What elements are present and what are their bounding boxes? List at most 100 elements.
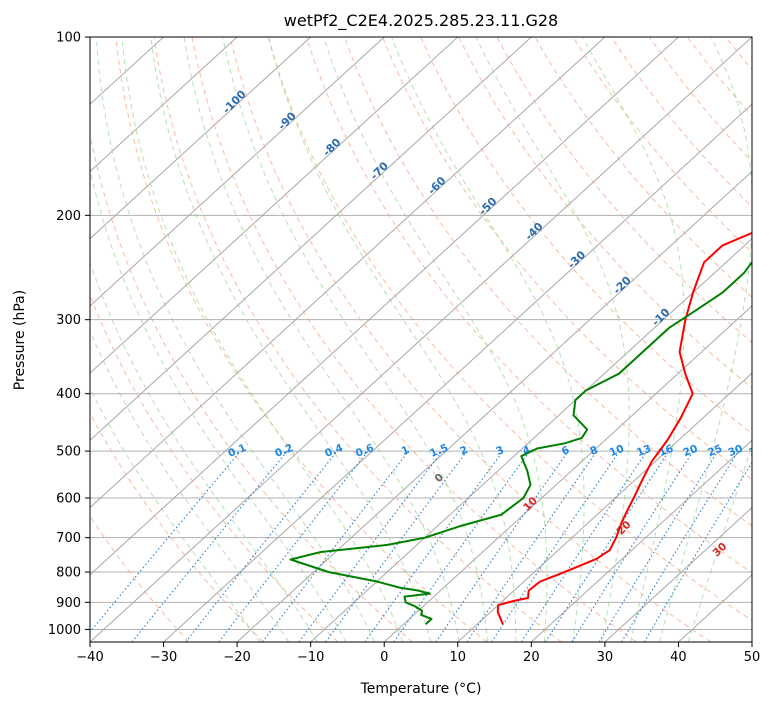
- y-axis-label: Pressure (hPa): [12, 290, 28, 390]
- mixing-ratio-line: [598, 450, 719, 642]
- moist-adiabat-line: [90, 260, 318, 642]
- mixing-ratio-line: [364, 450, 504, 642]
- y-tick-label: 900: [56, 596, 81, 611]
- mixing-ratio-label: 13: [635, 443, 653, 460]
- mixing-ratio-label: 3: [494, 444, 505, 458]
- y-tick-label: 1000: [48, 623, 81, 638]
- y-tick-label: 300: [56, 313, 81, 328]
- x-axis: −40 −30 −20 −10 0 10 20 30 40 50: [76, 642, 760, 665]
- x-tick-label: 30: [597, 650, 614, 665]
- moist-adiabat-line: [95, 37, 375, 642]
- y-tick-label: 800: [56, 566, 81, 581]
- mixing-ratio-line: [262, 450, 409, 642]
- mixing-ratio-line: [571, 450, 694, 642]
- isotherm-line: [457, 372, 752, 642]
- moist-adiabat-line: [658, 37, 752, 642]
- moist-adiabat-line: [475, 37, 630, 642]
- dry-adiabat-line: [90, 293, 339, 642]
- profile-lines: [289, 231, 752, 625]
- x-tick-label: 50: [744, 650, 761, 665]
- mixing-ratio-label: 20: [681, 443, 699, 460]
- mixing-ratio-line: [325, 450, 468, 642]
- plot-frame: [89, 36, 753, 643]
- isotherm-line: [90, 37, 459, 374]
- dry-adiabat-line: [90, 131, 413, 642]
- x-tick-label: 20: [523, 650, 540, 665]
- mixing-ratio-line: [621, 450, 739, 642]
- dry-adiabat-line: [90, 515, 190, 642]
- dry-adiabat-line: [343, 37, 752, 527]
- mixing-ratio-line: [131, 450, 288, 642]
- isotherm-line: [530, 439, 752, 642]
- moist-adiabat-line: [183, 37, 460, 642]
- x-tick-label: −20: [223, 650, 250, 665]
- dry-adiabat-line: [458, 37, 752, 389]
- mixing-ratio-line: [521, 450, 648, 642]
- mixing-ratio-label: 2: [458, 444, 469, 458]
- moist-adiabat-line: [90, 329, 290, 642]
- x-tick-label: −40: [76, 650, 103, 665]
- y-tick-label: 500: [56, 445, 81, 460]
- mixing-ratio-label: 1: [400, 444, 411, 458]
- mixing-ratio-line: [185, 450, 338, 642]
- isotherm-line: [90, 37, 752, 642]
- dry-adiabat-line: [229, 37, 712, 642]
- y-tick-label: 700: [56, 531, 81, 546]
- mixing-ratio-label: 8: [588, 444, 599, 458]
- y-tick-label: 600: [56, 492, 81, 507]
- temperature-profile-line: [496, 231, 752, 625]
- isotherm-line: [163, 103, 752, 642]
- isotherm-line: [236, 170, 752, 642]
- x-tick-label: 0: [380, 650, 388, 665]
- moist-adiabat-line: [90, 387, 261, 642]
- mixing-ratio-label: 30: [727, 443, 745, 460]
- mixing-ratio-line: [491, 450, 621, 642]
- dry-adiabat-line: [191, 37, 637, 642]
- y-tick-label: 100: [56, 31, 81, 46]
- dry-adiabat-line: [90, 412, 264, 642]
- dry-adiabat-line: [305, 37, 752, 574]
- isotherm-line: [90, 37, 312, 240]
- mixing-ratio-line: [393, 450, 531, 642]
- mixing-ratio-line: [545, 450, 670, 642]
- isotherm-line: [90, 37, 532, 442]
- isotherm-line: [90, 37, 385, 307]
- moist-adiabat-line: [121, 37, 404, 642]
- isotherm-line: [604, 506, 752, 642]
- moist-adiabat-line: [323, 37, 548, 642]
- moist-adiabat-line: [268, 37, 517, 642]
- isotherm-line: [383, 305, 752, 642]
- dry-adiabat-line: [496, 37, 752, 344]
- isotherm-line: [90, 37, 238, 173]
- x-tick-label: −10: [297, 650, 324, 665]
- y-tick-label: 200: [56, 209, 81, 224]
- mixing-ratio-line: [298, 450, 443, 642]
- isotherm-line: [90, 37, 679, 576]
- dry-adiabat-line: [115, 37, 488, 642]
- moist-adiabat-line: [391, 37, 585, 642]
- moist-adiabat-line: [90, 167, 347, 642]
- mixing-ratio-line: [90, 450, 241, 633]
- mixing-ratio-line: [466, 450, 598, 642]
- dewpoint-profile-line: [289, 260, 752, 625]
- moist-adiabat-line: [150, 37, 432, 642]
- dry-adiabat-line: [267, 37, 752, 622]
- mixing-ratio-line: [435, 450, 569, 642]
- mixing-ratio-label: 25: [706, 443, 724, 460]
- isotherm-line: [310, 237, 752, 642]
- y-tick-label: 400: [56, 387, 81, 402]
- moist-adiabat-line: [687, 443, 752, 642]
- x-tick-label: −30: [150, 650, 177, 665]
- chart-title: wetPf2_C2E4.2025.285.23.11.G28: [284, 11, 558, 31]
- x-tick-label: 10: [450, 650, 467, 665]
- mixing-ratio-label: 10: [608, 443, 626, 460]
- y-axis: 100 200 300 400 500 600 700 800 900 1000: [48, 31, 90, 638]
- grid-layer: [90, 37, 752, 642]
- x-axis-label: Temperature (°C): [360, 681, 482, 697]
- dry-adiabat-line: [153, 37, 562, 642]
- x-tick-label: 40: [670, 650, 687, 665]
- mixing-ratio-label: 6: [560, 444, 571, 458]
- mixing-ratio-label: 36: [747, 443, 765, 460]
- mixing-ratio-label: 4: [521, 444, 532, 458]
